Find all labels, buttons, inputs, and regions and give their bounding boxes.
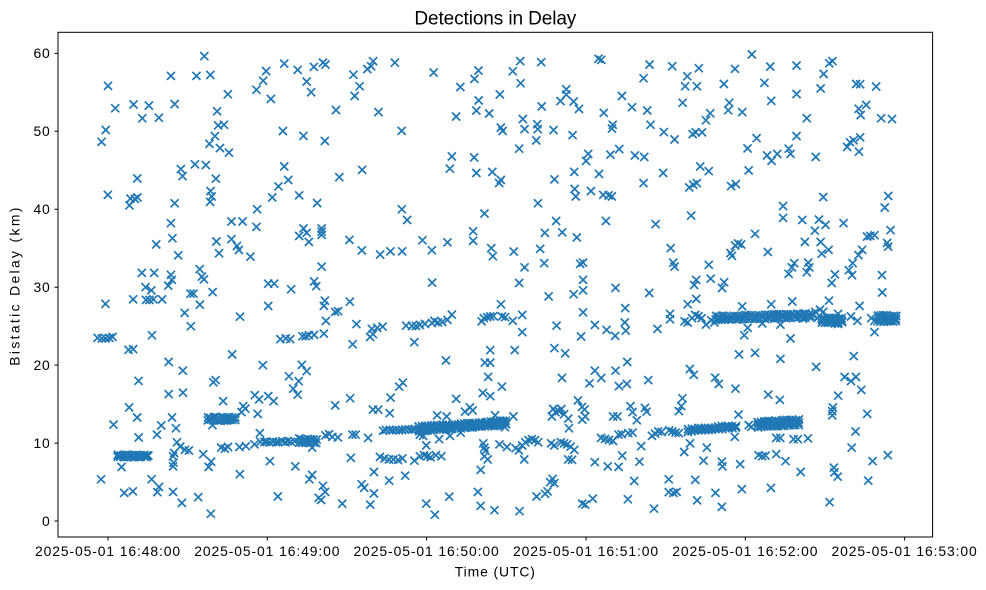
- svg-text:2025-05-01 16:48:00: 2025-05-01 16:48:00: [35, 543, 181, 559]
- svg-text:2025-05-01 16:51:00: 2025-05-01 16:51:00: [513, 543, 659, 559]
- svg-text:10: 10: [33, 435, 50, 451]
- svg-text:40: 40: [33, 201, 50, 217]
- svg-text:0: 0: [42, 513, 51, 529]
- svg-text:50: 50: [33, 123, 50, 139]
- svg-text:30: 30: [33, 279, 50, 295]
- svg-text:2025-05-01 16:50:00: 2025-05-01 16:50:00: [354, 543, 500, 559]
- svg-text:20: 20: [33, 357, 50, 373]
- svg-text:Detections in Delay: Detections in Delay: [414, 9, 576, 30]
- svg-text:2025-05-01 16:49:00: 2025-05-01 16:49:00: [194, 543, 340, 559]
- svg-text:60: 60: [33, 45, 50, 61]
- svg-text:2025-05-01 16:53:00: 2025-05-01 16:53:00: [832, 543, 978, 559]
- svg-text:2025-05-01 16:52:00: 2025-05-01 16:52:00: [672, 543, 818, 559]
- svg-text:Time (UTC): Time (UTC): [455, 564, 536, 580]
- svg-text:Bistatic Delay (km): Bistatic Delay (km): [7, 205, 23, 365]
